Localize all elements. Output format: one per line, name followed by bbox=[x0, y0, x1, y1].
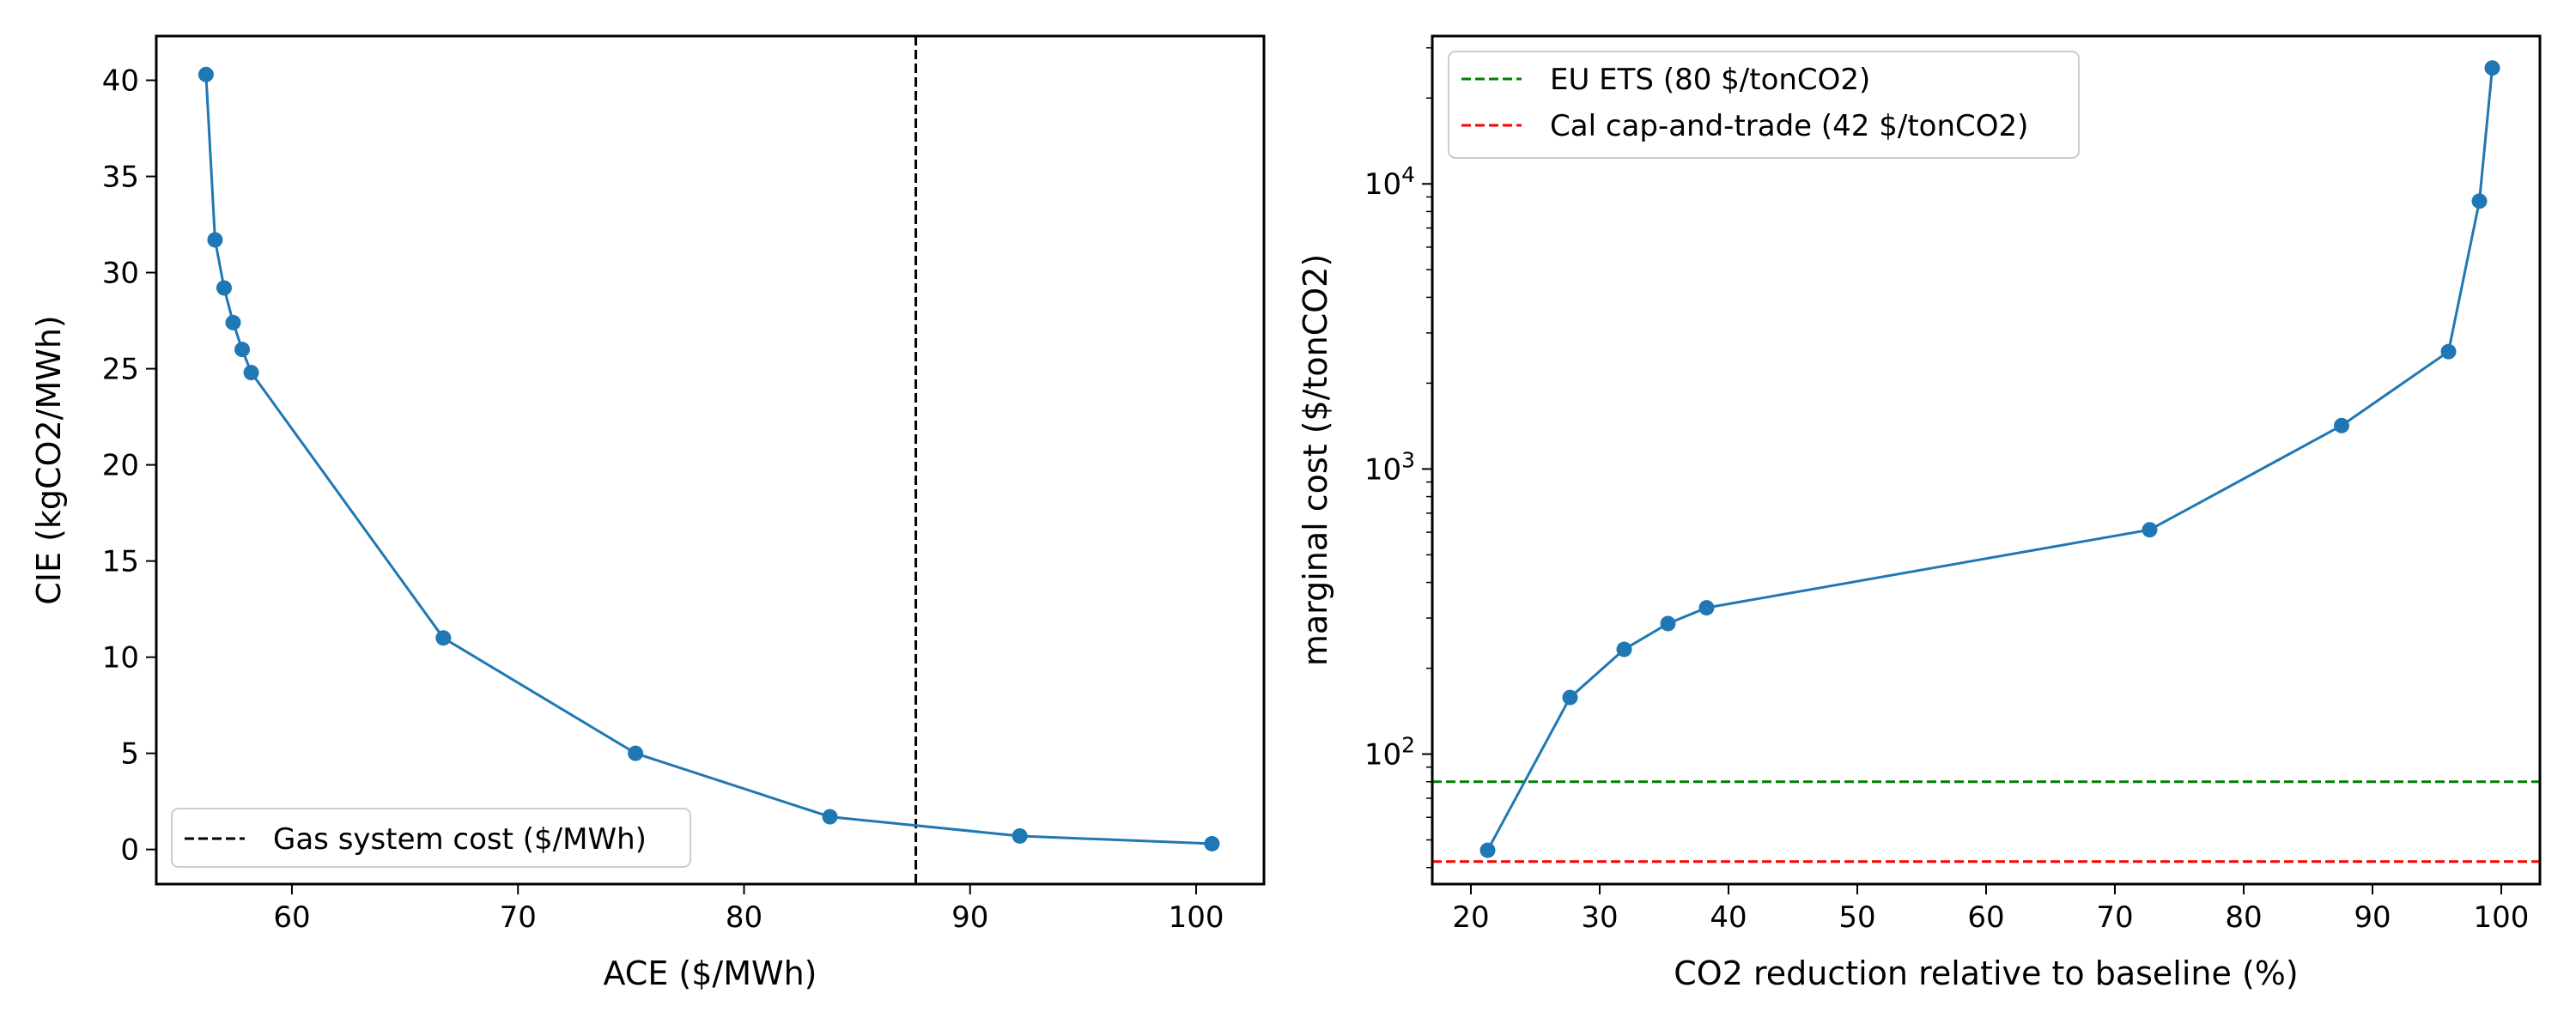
left-x-tick-label: 70 bbox=[500, 900, 537, 935]
right-data-point bbox=[1660, 615, 1676, 632]
right-data-point bbox=[2334, 417, 2349, 433]
left-data-point bbox=[822, 809, 838, 825]
right-series-line bbox=[1486, 68, 2494, 851]
right-legend-label-cal: Cal cap-and-trade (42 $/tonCO2) bbox=[1550, 109, 2028, 143]
left-y-tick-label: 5 bbox=[120, 737, 139, 772]
right-y-axis-label: marginal cost ($/tonCO2) bbox=[1297, 254, 1334, 666]
right-legend-label-eu-ets: EU ETS (80 $/tonCO2) bbox=[1550, 63, 1870, 97]
left-y-tick-label: 40 bbox=[102, 64, 139, 99]
right-legend: EU ETS (80 $/tonCO2) Cal cap-and-trade (… bbox=[1448, 51, 2080, 159]
right-data-point bbox=[2440, 343, 2457, 360]
right-x-tick-label: 90 bbox=[2354, 900, 2391, 935]
left-y-tick-label: 15 bbox=[102, 545, 139, 579]
left-x-tick-label: 80 bbox=[726, 900, 762, 935]
left-data-point bbox=[1012, 827, 1028, 844]
left-y-tick-label: 20 bbox=[102, 449, 139, 483]
right-legend-box bbox=[1448, 51, 2080, 159]
left-legend-box bbox=[171, 808, 691, 868]
left-x-axis-label: ACE ($/MWh) bbox=[603, 954, 817, 992]
right-chart: 20 30 40 50 60 70 80 90 100 102 103 104 CO2 reducti… bbox=[1297, 34, 2542, 992]
right-y-tick-label: 104 bbox=[1364, 162, 1415, 202]
right-data-point bbox=[2471, 193, 2488, 209]
right-data-point bbox=[2142, 522, 2158, 538]
right-data-point bbox=[1479, 842, 1496, 858]
left-y-tick-label: 10 bbox=[102, 641, 139, 676]
right-x-tick-label: 50 bbox=[1838, 900, 1875, 935]
left-data-point bbox=[243, 365, 259, 381]
right-data-point bbox=[1698, 600, 1715, 616]
right-x-tick-label: 60 bbox=[1967, 900, 2004, 935]
right-x-tick-label: 100 bbox=[2474, 900, 2530, 935]
left-data-point bbox=[628, 745, 644, 761]
right-x-tick-label: 80 bbox=[2225, 900, 2262, 935]
left-y-tick-label: 25 bbox=[102, 353, 139, 387]
left-x-tick-label: 60 bbox=[273, 900, 310, 935]
right-plot-frame bbox=[1431, 34, 2542, 886]
right-marks bbox=[1432, 60, 2540, 863]
right-ticks: 20 30 40 50 60 70 80 90 100 102 103 104 bbox=[1364, 46, 2530, 935]
right-y-tick-label: 103 bbox=[1364, 447, 1415, 487]
right-data-point bbox=[1616, 641, 1632, 657]
right-x-axis-label: CO2 reduction relative to baseline (%) bbox=[1674, 954, 2298, 992]
right-x-tick-label: 40 bbox=[1710, 900, 1747, 935]
left-y-axis-label: CIE (kgCO2/MWh) bbox=[30, 315, 68, 604]
left-x-tick-label: 90 bbox=[951, 900, 988, 935]
left-data-point bbox=[207, 232, 223, 248]
left-data-point bbox=[1204, 835, 1220, 851]
left-ticks: 60 70 80 90 100 0 5 10 15 20 25 30 35 40 bbox=[102, 64, 1224, 935]
left-y-tick-label: 30 bbox=[102, 257, 139, 291]
right-data-point bbox=[2484, 60, 2500, 76]
left-legend-label-gas: Gas system cost ($/MWh) bbox=[273, 822, 647, 857]
left-data-point bbox=[435, 630, 452, 646]
right-x-tick-label: 20 bbox=[1452, 900, 1489, 935]
left-data-point bbox=[234, 342, 251, 358]
left-y-tick-label: 0 bbox=[120, 833, 139, 868]
left-x-tick-label: 100 bbox=[1169, 900, 1224, 935]
right-data-point bbox=[1562, 689, 1578, 706]
left-legend: Gas system cost ($/MWh) bbox=[171, 808, 691, 868]
left-data-point bbox=[225, 314, 241, 330]
left-plot-frame bbox=[155, 34, 1266, 886]
left-y-tick-label: 35 bbox=[102, 161, 139, 195]
left-data-point bbox=[197, 66, 214, 82]
left-data-point bbox=[216, 280, 232, 296]
right-x-tick-label: 30 bbox=[1581, 900, 1618, 935]
left-marks bbox=[197, 36, 1220, 884]
right-y-tick-label: 102 bbox=[1364, 733, 1415, 772]
right-x-tick-label: 70 bbox=[2096, 900, 2133, 935]
